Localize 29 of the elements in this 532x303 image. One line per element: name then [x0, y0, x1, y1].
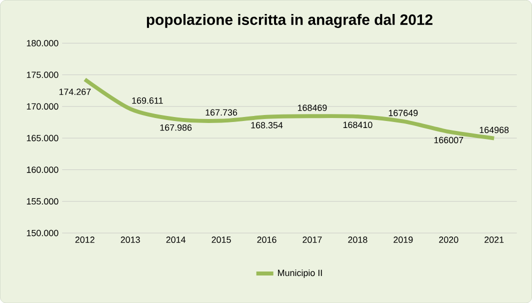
- y-tick-label: 150.000: [26, 230, 58, 236]
- x-tick-label: 2020: [439, 236, 458, 243]
- y-tick-label: 165.000: [26, 134, 58, 142]
- x-tick-label: 2019: [394, 236, 413, 243]
- y-tick-label: 155.000: [26, 198, 58, 204]
- data-label: 167.986: [160, 124, 192, 131]
- legend-label: Municipio II: [278, 269, 322, 278]
- y-tick-label: 175.000: [26, 72, 58, 78]
- y-tick-label: 180.000: [26, 40, 58, 46]
- chart-title: popolazione iscritta in anagrafe dal 2012: [146, 14, 432, 28]
- data-label: 169.611: [132, 97, 163, 104]
- x-tick-label: 2021: [484, 236, 504, 243]
- y-tick-label: 160.000: [26, 166, 58, 173]
- data-label: 168469: [298, 104, 327, 111]
- x-tick-label: 2015: [212, 236, 231, 243]
- x-tick-label: 2018: [348, 236, 368, 243]
- data-label: 167649: [388, 110, 418, 116]
- data-label: 174.267: [59, 88, 91, 95]
- x-tick-label: 2012: [75, 236, 94, 243]
- data-label: 167.736: [206, 109, 238, 116]
- x-tick-label: 2013: [120, 236, 140, 243]
- data-label: 168.354: [251, 122, 283, 128]
- data-label: 166007: [434, 136, 464, 144]
- x-tick-label: 2014: [166, 236, 186, 243]
- x-tick-label: 2016: [257, 236, 276, 243]
- data-label: 168410: [343, 122, 372, 128]
- y-tick-label: 170.000: [26, 103, 58, 110]
- data-label: 164968: [480, 126, 509, 134]
- x-tick-label: 2017: [302, 236, 322, 243]
